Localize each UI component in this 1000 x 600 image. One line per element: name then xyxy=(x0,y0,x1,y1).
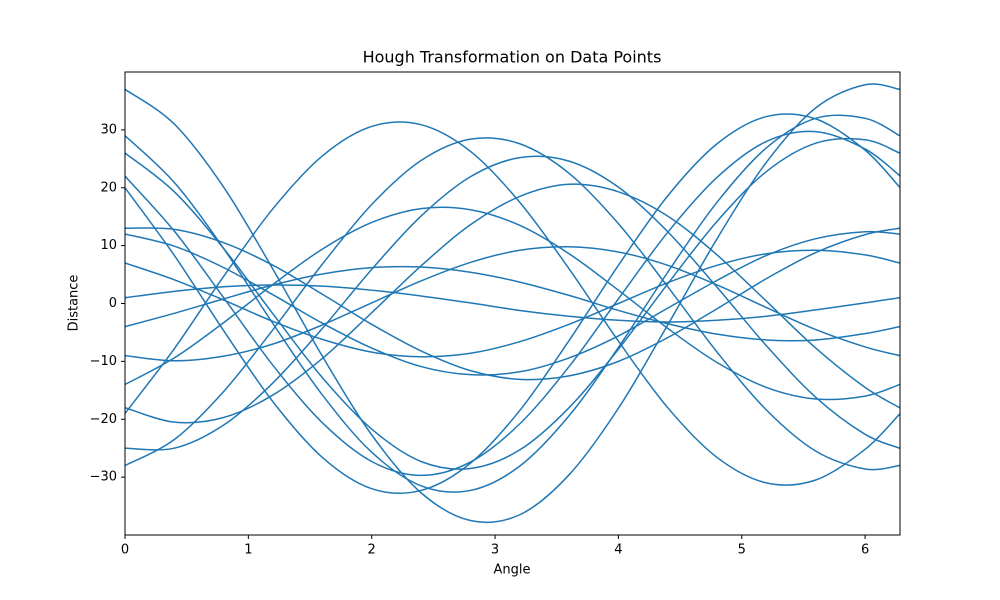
x-tick-label: 0 xyxy=(121,543,129,558)
y-axis-label: Distance xyxy=(67,275,82,332)
chart-title: Hough Transformation on Data Points xyxy=(363,48,662,67)
x-axis-label: Angle xyxy=(494,563,531,578)
y-tick-label: −30 xyxy=(90,470,117,485)
x-tick-label: 3 xyxy=(491,543,499,558)
line-series xyxy=(125,121,900,486)
line-series xyxy=(125,155,900,451)
line-series xyxy=(125,265,900,342)
y-tick-label: 30 xyxy=(100,122,117,137)
y-tick-label: 20 xyxy=(100,180,117,195)
plot-area xyxy=(125,83,900,524)
x-tick-label: 4 xyxy=(614,543,622,558)
x-tick-label: 6 xyxy=(861,543,869,558)
line-series xyxy=(125,206,900,401)
x-tick-label: 2 xyxy=(368,543,376,558)
line-series xyxy=(125,183,900,424)
line-series xyxy=(125,137,900,470)
y-tick-label: 0 xyxy=(109,296,117,311)
y-tick-label: −10 xyxy=(90,354,117,369)
line-series xyxy=(125,137,900,471)
line-series xyxy=(125,227,900,381)
line-series xyxy=(125,113,900,494)
y-tick-label: 10 xyxy=(100,238,117,253)
line-series xyxy=(125,230,900,376)
line-series xyxy=(125,284,900,323)
line-series xyxy=(125,114,900,493)
line-series xyxy=(125,249,900,358)
x-tick-label: 5 xyxy=(738,543,746,558)
x-tick-label: 1 xyxy=(244,543,252,558)
line-series xyxy=(125,130,900,477)
line-series xyxy=(125,83,900,524)
y-tick-label: −20 xyxy=(90,412,117,427)
